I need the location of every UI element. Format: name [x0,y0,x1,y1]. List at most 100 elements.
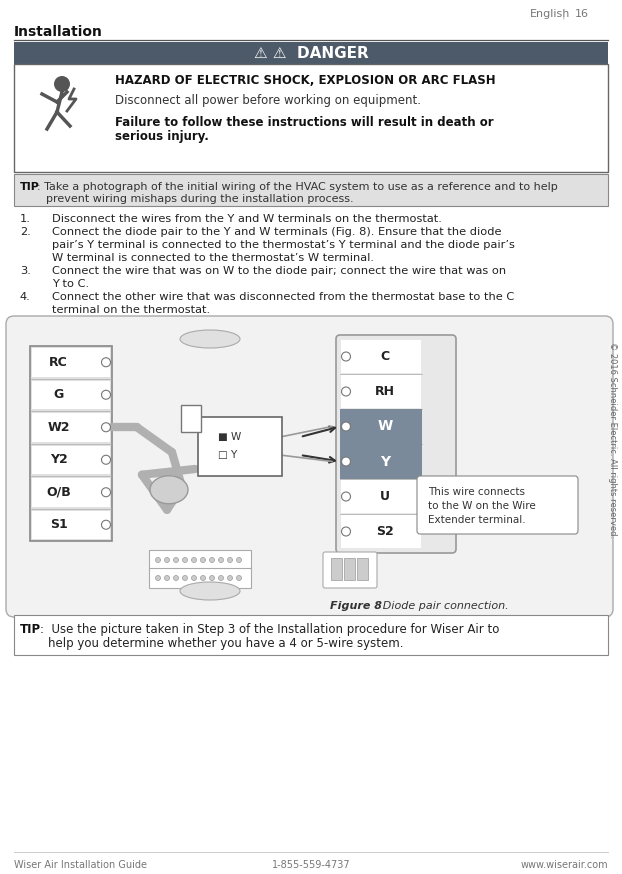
Circle shape [341,387,351,396]
FancyBboxPatch shape [341,340,421,373]
Text: S1: S1 [50,518,68,531]
Circle shape [164,558,170,563]
Circle shape [192,558,197,563]
FancyBboxPatch shape [14,42,608,64]
Text: U: U [380,490,390,503]
Circle shape [200,575,205,580]
Text: □ Y: □ Y [218,450,237,460]
Text: prevent wiring mishaps during the installation process.: prevent wiring mishaps during the instal… [46,194,354,204]
Circle shape [156,575,160,580]
Circle shape [192,575,197,580]
Text: terminal on the thermostat.: terminal on the thermostat. [52,305,210,315]
FancyBboxPatch shape [417,476,578,534]
Text: C: C [381,350,389,363]
FancyBboxPatch shape [341,375,421,408]
FancyBboxPatch shape [149,568,251,588]
Circle shape [228,575,233,580]
Circle shape [236,558,241,563]
Text: help you determine whether you have a 4 or 5-wire system.: help you determine whether you have a 4 … [48,637,404,650]
Circle shape [210,575,215,580]
Text: 1.: 1. [20,214,31,224]
FancyBboxPatch shape [14,615,608,655]
FancyBboxPatch shape [149,550,251,570]
Text: Y to C.: Y to C. [52,279,89,289]
Text: Connect the diode pair to the Y and W terminals (Fig. 8). Ensure that the diode: Connect the diode pair to the Y and W te… [52,227,501,237]
Circle shape [210,558,215,563]
Text: : Take a photograph of the initial wiring of the HVAC system to use as a referen: : Take a photograph of the initial wirin… [37,182,558,192]
FancyBboxPatch shape [32,413,110,441]
Circle shape [341,352,351,361]
Text: W terminal is connected to the thermostat’s W terminal.: W terminal is connected to the thermosta… [52,253,374,263]
Circle shape [101,357,111,367]
Circle shape [182,575,187,580]
Text: Connect the wire that was on W to the diode pair; connect the wire that was on: Connect the wire that was on W to the di… [52,266,506,276]
Circle shape [101,391,111,399]
Text: : Diode pair connection.: : Diode pair connection. [372,601,509,611]
Text: Disconnect all power before working on equipment.: Disconnect all power before working on e… [115,94,421,107]
Circle shape [341,422,351,431]
FancyBboxPatch shape [14,174,608,206]
Text: 4.: 4. [20,292,30,302]
FancyBboxPatch shape [181,405,201,432]
Circle shape [54,76,70,92]
Text: pair’s Y terminal is connected to the thermostat’s Y terminal and the diode pair: pair’s Y terminal is connected to the th… [52,240,515,250]
Text: Y2: Y2 [50,454,68,466]
Circle shape [200,558,205,563]
FancyBboxPatch shape [32,510,110,539]
Circle shape [218,575,223,580]
Text: 2.: 2. [20,227,30,237]
FancyBboxPatch shape [357,558,368,580]
Text: |: | [561,9,565,19]
FancyBboxPatch shape [331,558,342,580]
Circle shape [182,558,187,563]
Text: ⚠ ⚠  DANGER: ⚠ ⚠ DANGER [254,45,368,60]
FancyBboxPatch shape [198,417,282,476]
Text: www.wiserair.com: www.wiserair.com [521,860,608,870]
FancyBboxPatch shape [323,552,377,588]
Text: Disconnect the wires from the Y and W terminals on the thermostat.: Disconnect the wires from the Y and W te… [52,214,442,224]
Text: RH: RH [375,385,395,398]
FancyBboxPatch shape [32,446,110,474]
Text: Failure to follow these instructions will result in death or: Failure to follow these instructions wil… [115,116,494,129]
FancyBboxPatch shape [14,64,608,172]
Text: © 2016 Schneider Electric. All rights reserved.: © 2016 Schneider Electric. All rights re… [608,342,618,538]
Circle shape [228,558,233,563]
Text: Figure 8: Figure 8 [330,601,382,611]
Circle shape [101,455,111,464]
Circle shape [341,492,351,501]
Text: Y: Y [380,454,390,468]
Text: G: G [53,388,64,401]
Circle shape [156,558,160,563]
Circle shape [164,575,170,580]
Text: TIP: TIP [20,182,40,192]
Text: HAZARD OF ELECTRIC SHOCK, EXPLOSION OR ARC FLASH: HAZARD OF ELECTRIC SHOCK, EXPLOSION OR A… [115,74,496,87]
Text: S2: S2 [376,525,394,538]
Text: 1-855-559-4737: 1-855-559-4737 [272,860,350,870]
Circle shape [101,520,111,530]
Text: :  Use the picture taken in Step 3 of the Installation procedure for Wiser Air t: : Use the picture taken in Step 3 of the… [40,623,499,636]
Ellipse shape [180,330,240,348]
FancyBboxPatch shape [340,444,422,479]
Circle shape [341,457,351,466]
Circle shape [341,527,351,536]
Text: Connect the other wire that was disconnected from the thermostat base to the C: Connect the other wire that was disconne… [52,292,514,302]
Text: Wiser Air Installation Guide: Wiser Air Installation Guide [14,860,147,870]
Text: O/B: O/B [46,486,71,499]
Circle shape [174,558,179,563]
FancyBboxPatch shape [344,558,355,580]
Text: serious injury.: serious injury. [115,130,209,143]
Text: Installation: Installation [14,25,103,39]
FancyBboxPatch shape [336,335,456,553]
Ellipse shape [180,582,240,600]
FancyBboxPatch shape [341,515,421,548]
Circle shape [174,575,179,580]
Text: 16: 16 [575,9,589,19]
FancyBboxPatch shape [32,478,110,507]
Ellipse shape [150,475,188,503]
Text: ■ W: ■ W [218,432,241,442]
Text: 3.: 3. [20,266,31,276]
Circle shape [218,558,223,563]
Text: English: English [530,9,570,19]
Text: RC: RC [49,356,68,369]
FancyBboxPatch shape [6,316,613,617]
